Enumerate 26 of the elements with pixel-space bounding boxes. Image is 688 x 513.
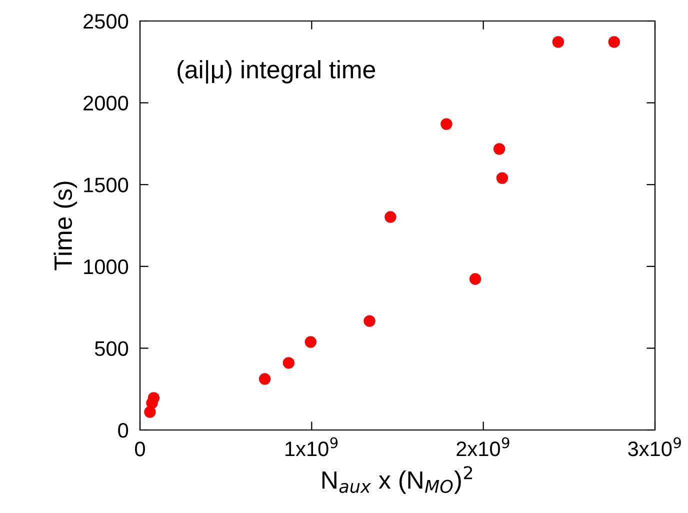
x-tick-label: 2x10$^{9}$	[456, 437, 510, 456]
x-tick-label: 3x10$^{9}$	[628, 437, 681, 456]
x-tick-label: 1x10$^{9}$	[286, 437, 338, 456]
annotation: (ai|μ) integral time	[178, 60, 376, 84]
y-tick-label: 0	[118, 423, 128, 438]
y-axis-title: Time (s)	[54, 182, 77, 270]
point	[258, 373, 271, 385]
point	[282, 357, 295, 369]
point	[608, 36, 620, 48]
y-tick-label: 2000	[84, 96, 128, 111]
point	[552, 36, 564, 48]
point	[148, 392, 160, 404]
point	[364, 315, 376, 327]
point	[144, 406, 156, 418]
y-tick-label: 500	[94, 341, 128, 356]
point	[493, 143, 506, 155]
point	[304, 336, 316, 348]
point	[440, 118, 452, 130]
point	[496, 172, 508, 184]
y-tick-label: 2500	[84, 14, 128, 29]
point	[384, 211, 396, 223]
x-axis-title: N$_{aux}$ x (N$_{MO}$)$^{2}$	[322, 466, 472, 494]
x-tick-label: 0	[135, 442, 145, 456]
y-tick-label: 1000	[84, 259, 128, 274]
point	[469, 273, 482, 285]
y-tick-label: 1500	[84, 178, 128, 192]
